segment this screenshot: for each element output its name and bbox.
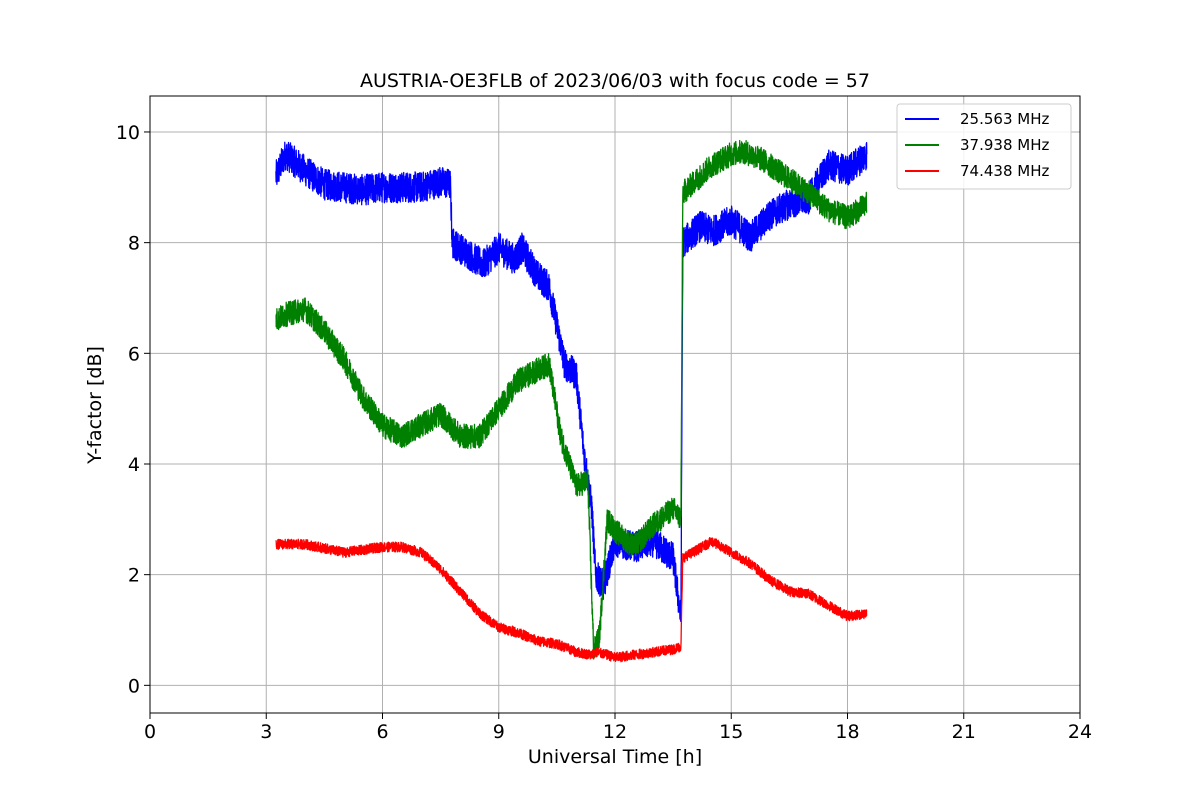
x-tick-label: 9 — [493, 721, 505, 743]
y-tick-label: 0 — [128, 675, 140, 697]
x-tick-label: 21 — [952, 721, 976, 743]
y-tick-label: 8 — [128, 233, 140, 255]
x-tick-label: 18 — [835, 721, 859, 743]
y-tick-label: 4 — [128, 454, 140, 476]
x-tick-label: 12 — [603, 721, 627, 743]
legend: 25.563 MHz 37.938 MHz 74.438 MHz — [896, 103, 1072, 190]
legend-label: 25.563 MHz — [960, 110, 1049, 128]
legend-box — [896, 103, 1072, 190]
series-line-1 — [275, 141, 868, 623]
chart-title: AUSTRIA-OE3FLB of 2023/06/03 with focus … — [360, 70, 870, 92]
x-axis-title: Universal Time [h] — [528, 746, 702, 768]
series-line-2 — [275, 139, 868, 660]
y-tick-label: 10 — [116, 122, 140, 144]
y-axis-title: Y-factor [dB] — [84, 346, 106, 465]
series-line-3 — [275, 536, 868, 663]
x-tick-label: 6 — [376, 721, 388, 743]
legend-label: 74.438 MHz — [960, 162, 1049, 180]
series-layer — [275, 139, 868, 663]
x-axis: 0 3 6 9 12 15 18 21 24 — [144, 713, 1092, 743]
x-tick-label: 24 — [1068, 721, 1092, 743]
x-tick-label: 0 — [144, 721, 156, 743]
legend-label: 37.938 MHz — [960, 136, 1049, 154]
y-tick-label: 2 — [128, 565, 140, 587]
y-axis: 0 2 4 6 8 10 — [116, 122, 150, 697]
x-tick-label: 15 — [719, 721, 743, 743]
x-tick-label: 3 — [260, 721, 272, 743]
y-tick-label: 6 — [128, 343, 140, 365]
